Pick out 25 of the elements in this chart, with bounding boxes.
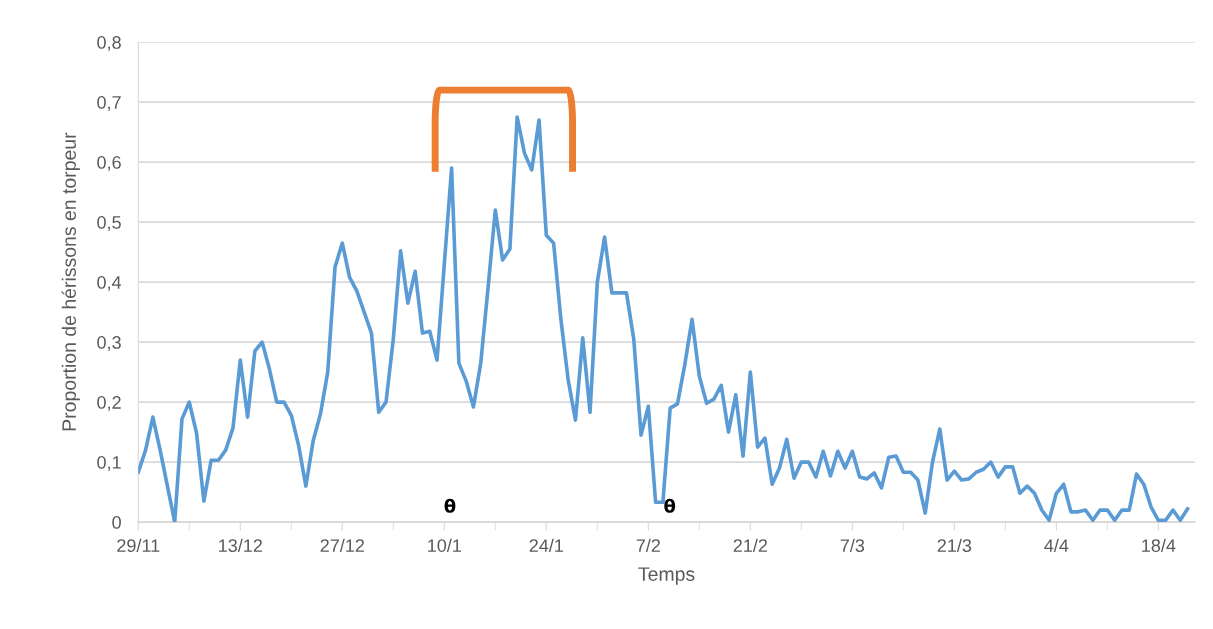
- y-tick-label: 0,8: [97, 36, 121, 51]
- y-tick-label: 0,1: [97, 456, 121, 471]
- x-tick-label: 21/2: [733, 538, 767, 552]
- y-tick-label: 0,7: [97, 96, 121, 111]
- y-tick-label: 0,4: [97, 276, 122, 291]
- line-series: [138, 115, 1190, 523]
- y-tick-label: 0: [112, 516, 121, 529]
- y-axis-title: Proportion de hérissons en torpeur: [61, 132, 80, 431]
- y-tick-label: 0,3: [97, 336, 121, 351]
- x-tick-label: 27/12: [320, 538, 364, 552]
- annotation: θ: [444, 498, 456, 513]
- y-tick-label: 0,5: [97, 216, 121, 231]
- x-tick-label: 7/3: [840, 538, 865, 552]
- y-tick-label: 0,6: [97, 156, 121, 171]
- x-axis-title: Temps: [638, 567, 695, 585]
- x-tick-label: 13/12: [219, 538, 262, 552]
- x-tick-label: 24/1: [529, 538, 564, 552]
- annotation: θ: [664, 498, 676, 513]
- y-tick-label: 0,2: [97, 396, 121, 411]
- x-tick-label: 10/1: [428, 538, 461, 552]
- x-tick-label: 4/4: [1044, 538, 1069, 552]
- x-tick-label: 7/2: [636, 538, 660, 552]
- x-tick-label: 21/3: [937, 538, 972, 552]
- x-tick-label: 29/11: [117, 538, 160, 552]
- x-tick-label: 18/4: [1142, 538, 1176, 552]
